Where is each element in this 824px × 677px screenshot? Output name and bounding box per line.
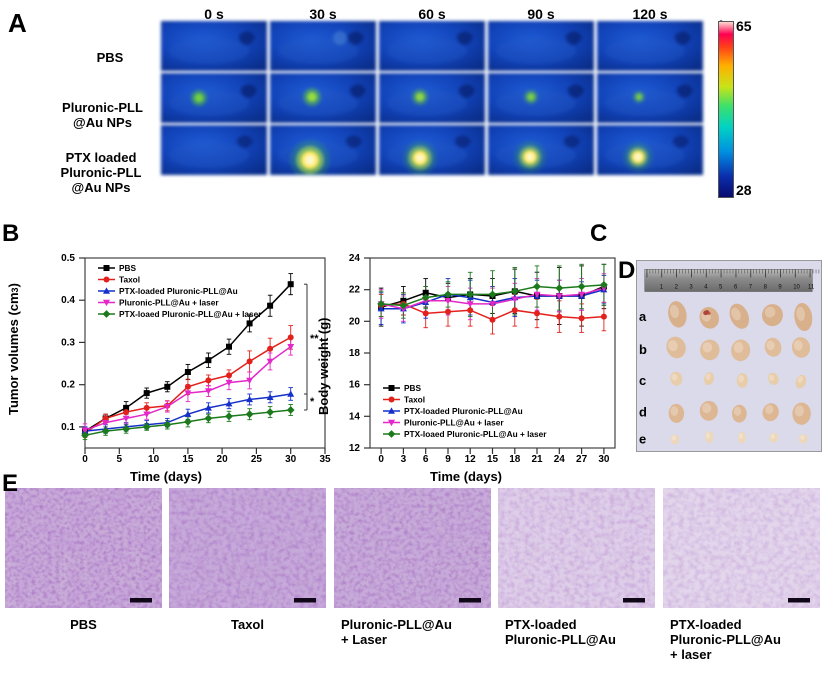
svg-text:PBS: PBS [404,383,422,393]
svg-text:Pluronic-PLL@Au + laser: Pluronic-PLL@Au + laser [404,418,504,428]
svg-text:e: e [639,432,646,447]
svg-text:0: 0 [378,454,384,465]
svg-text:24: 24 [349,253,361,264]
svg-text:PTX-loaed Pluronic-PLL@Au + la: PTX-loaed Pluronic-PLL@Au + laser [404,429,547,439]
svg-text:15: 15 [487,454,499,465]
svg-text:11: 11 [808,284,815,290]
svg-text:14: 14 [349,411,361,422]
svg-text:25: 25 [251,454,263,465]
svg-text:16: 16 [349,380,361,391]
svg-text:20: 20 [349,316,361,327]
svg-text:22: 22 [349,285,361,296]
svg-text:3: 3 [401,454,407,465]
svg-text:c: c [639,373,646,388]
svg-text:12: 12 [349,443,361,454]
svg-text:PBS: PBS [119,263,137,273]
svg-text:18: 18 [509,454,521,465]
svg-text:Taxol: Taxol [404,395,425,405]
svg-text:0.4: 0.4 [61,295,75,306]
svg-text:21: 21 [531,454,543,465]
svg-text:d: d [639,405,647,420]
svg-text:0: 0 [82,454,88,465]
svg-text:9: 9 [445,454,451,465]
svg-text:PTX-loaed Pluronic-PLL@Au + la: PTX-loaed Pluronic-PLL@Au + laser [119,309,262,319]
svg-text:b: b [639,342,647,357]
svg-text:Pluronic-PLL@Au + laser: Pluronic-PLL@Au + laser [119,298,219,308]
svg-text:a: a [639,309,647,324]
svg-text:30: 30 [285,454,297,465]
svg-text:PTX-loaded Pluronic-PLL@Au: PTX-loaded Pluronic-PLL@Au [119,286,238,296]
svg-text:15: 15 [182,454,194,465]
svg-text:6: 6 [423,454,429,465]
svg-text:20: 20 [217,454,229,465]
svg-text:Taxol: Taxol [119,275,140,285]
svg-text:0.3: 0.3 [61,337,75,348]
svg-text:5: 5 [117,454,123,465]
svg-text:12: 12 [465,454,477,465]
svg-text:*: * [310,396,315,408]
svg-text:10: 10 [793,284,800,290]
svg-text:18: 18 [349,348,361,359]
svg-text:24: 24 [554,454,566,465]
svg-text:0.5: 0.5 [61,253,75,264]
svg-text:0.2: 0.2 [61,380,75,391]
svg-text:10: 10 [148,454,160,465]
svg-text:27: 27 [576,454,588,465]
svg-text:PTX-loaded Pluronic-PLL@Au: PTX-loaded Pluronic-PLL@Au [404,406,523,416]
svg-text:0.1: 0.1 [61,422,75,433]
